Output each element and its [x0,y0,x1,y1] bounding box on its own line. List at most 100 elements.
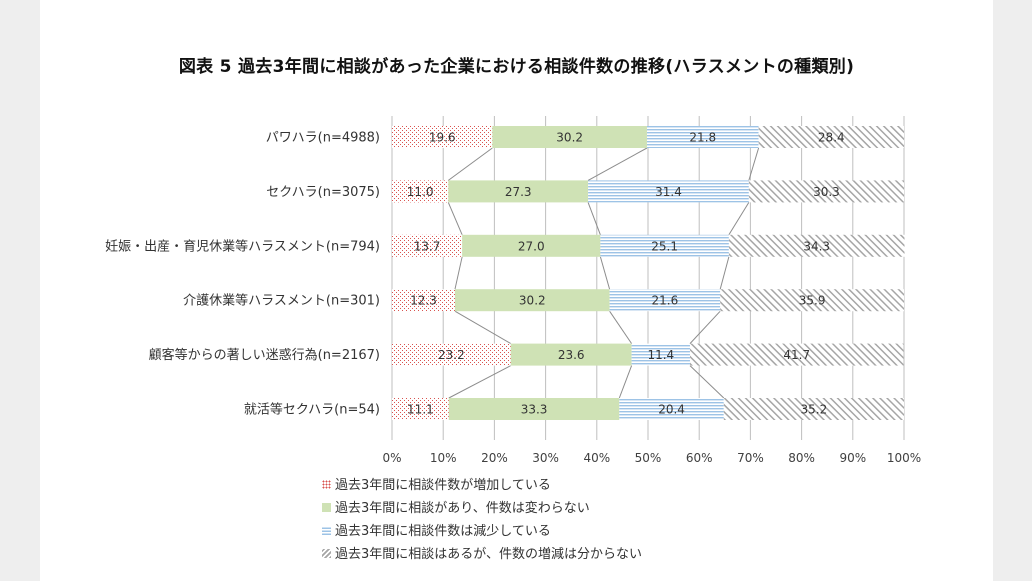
bar-segment [600,234,729,257]
data-label: 12.3 [410,294,437,308]
data-label: 30.3 [813,185,840,199]
x-tick-label: 40% [583,451,610,465]
bar-segment [720,289,904,312]
x-tick-label: 50% [635,451,662,465]
data-label: 41.7 [783,348,810,362]
bar-segment [758,126,904,148]
series-line [448,147,493,181]
bar-segment [392,398,449,420]
category-label: パワハラ(n=4988) [266,131,380,146]
series-line [728,202,750,236]
series-line [448,365,512,399]
data-label: 25.1 [651,239,678,253]
bar-segment [689,343,904,366]
x-tick-label: 100% [887,451,921,465]
bar-segment [448,398,620,420]
category-labels: パワハラ(n=4988) セクハラ(n=3075) 妊娠・出産・育児休業等ハラスメン… [105,131,380,418]
bar-segment [588,180,749,203]
series-line [454,256,463,290]
bars: 19.6 30.2 21.8 28.4 11.0 27.3 31.4 30.3 13.7 27.0… [392,126,905,420]
series-line [447,202,463,235]
bar-segment [392,180,449,203]
bar-segment [631,343,690,366]
category-label: 妊娠・出産・育児休業等ハラスメント(n=794) [105,238,380,254]
series-line [719,256,730,290]
series-line [609,310,633,344]
bar-segment [619,398,724,420]
data-label: 21.6 [652,294,679,308]
data-label: 21.8 [689,131,716,145]
x-tick-label: 70% [737,451,764,465]
bar-segment [392,234,463,257]
data-label: 35.9 [799,294,826,308]
series-lines [447,147,760,399]
legend-label: 過去3年間に相談はあるが、件数の増減は分からない [335,547,643,562]
legend-item-unchanged: 過去3年間に相談があり、件数は変わらない [322,497,642,520]
data-label: 35.2 [801,403,828,417]
legend-label: 過去3年間に相談件数は減少している [335,524,551,539]
data-label: 27.0 [518,239,545,253]
legend-swatch-unchanged [322,503,331,512]
legend-label: 過去3年間に相談件数が増加している [335,478,551,493]
legend-swatch-unknown [322,549,331,558]
bar-segment [728,234,905,257]
bar-segment [646,126,759,148]
x-tick-label: 0% [382,451,401,465]
data-label: 11.1 [407,403,434,417]
category-label: セクハラ(n=3075) [266,185,380,200]
data-label: 31.4 [655,185,682,199]
bar-segment [492,126,647,148]
bar-segment [392,126,493,148]
data-label: 28.4 [818,131,845,145]
series-line [587,147,648,181]
bar-segment [392,289,455,312]
legend-item-decrease: 過去3年間に相談件数は減少している [322,520,642,543]
legend: 過去3年間に相談件数が増加している 過去3年間に相談があり、件数は変わらない 過… [322,474,642,566]
chart-title: 図表 5 過去3年間に相談があった企業における相談件数の推移(ハラスメントの種類… [178,57,855,77]
bar-segment [510,343,632,366]
data-label: 19.6 [429,131,456,145]
x-tick-label: 60% [686,451,713,465]
data-label: 20.4 [658,403,685,417]
bar-segment [448,180,589,203]
category-label: 就活等セクハラ(n=54) [244,402,380,418]
x-axis-ticks: 0% 10% 20% 30% 40% 50% 60% 70% 80% 90% 100% [382,451,921,465]
series-line [748,147,760,181]
series-line [599,256,611,290]
data-label: 13.7 [414,239,441,253]
data-label: 27.3 [505,185,532,199]
x-tick-label: 80% [788,451,815,465]
bar-segment [748,180,904,203]
series-line [454,310,512,345]
data-label: 11.4 [647,348,674,362]
legend-item-increase: 過去3年間に相談件数が増加している [322,474,642,497]
bar-segment [609,289,721,312]
gridlines [391,116,905,440]
bar-segment [392,343,511,366]
bar-segment [454,289,610,312]
series-line [618,365,633,399]
x-tick-label: 10% [430,451,457,465]
series-line [587,202,601,235]
data-label: 23.6 [558,348,585,362]
x-tick-label: 30% [532,451,559,465]
data-label: 33.3 [521,403,548,417]
category-label: 介護休業等ハラスメント(n=301) [183,293,380,309]
legend-swatch-decrease [322,526,331,535]
bar-segment [462,234,601,257]
data-label: 23.2 [438,348,465,362]
data-label: 30.2 [519,294,546,308]
legend-label: 過去3年間に相談があり、件数は変わらない [335,501,590,516]
data-label: 30.2 [556,131,583,145]
data-label: 11.0 [407,185,434,199]
data-label: 34.3 [803,239,830,253]
series-line [689,310,721,344]
x-tick-label: 20% [481,451,508,465]
series-line [689,365,725,399]
legend-item-unknown: 過去3年間に相談はあるが、件数の増減は分からない [322,543,642,566]
legend-swatch-increase [322,480,331,489]
bar-segment [723,398,904,420]
category-label: 顧客等からの著しい迷惑行為(n=2167) [149,347,380,363]
x-tick-label: 90% [839,451,866,465]
